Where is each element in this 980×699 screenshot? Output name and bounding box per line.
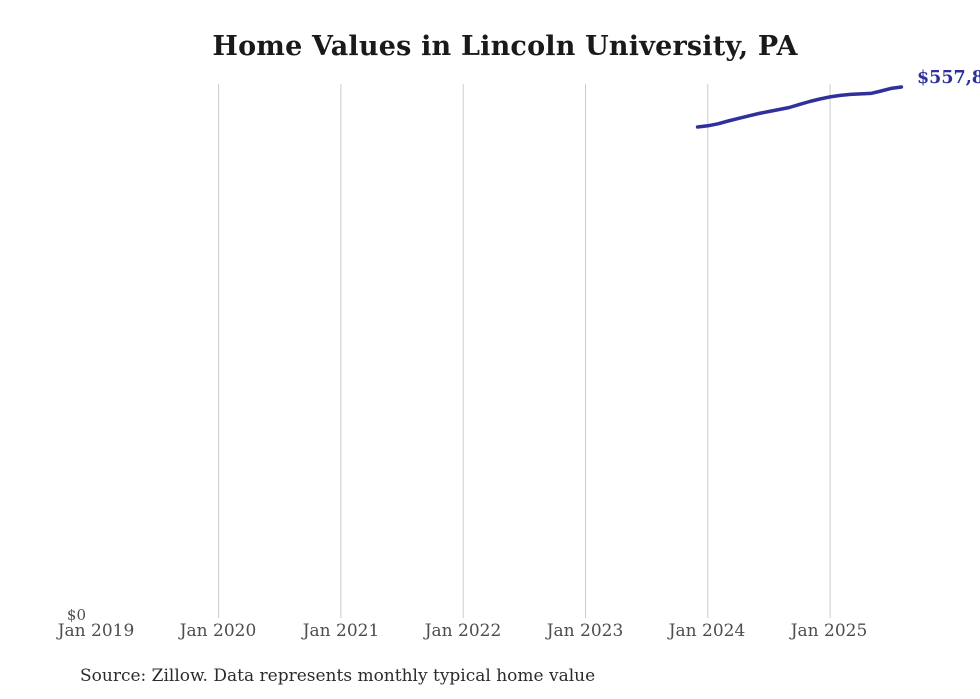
x-tick-jan-2023: Jan 2023: [546, 621, 624, 641]
x-tick-jan-2021: Jan 2021: [302, 621, 380, 641]
x-tick-jan-2020: Jan 2020: [179, 621, 257, 641]
latest-value-label: $557,800: [917, 68, 980, 88]
x-tick-jan-2022: Jan 2022: [424, 621, 502, 641]
x-tick-jan-2025: Jan 2025: [790, 621, 868, 641]
y-axis-zero-label: $0: [66, 606, 86, 624]
home-value-series-line: [695, 85, 904, 129]
chart-title: Home Values in Lincoln University, PA: [212, 31, 798, 62]
source-note: Source: Zillow. Data represents monthly …: [80, 666, 596, 686]
x-tick-jan-2024: Jan 2024: [668, 621, 746, 641]
x-tick-jan-2019: Jan 2019: [57, 621, 135, 641]
